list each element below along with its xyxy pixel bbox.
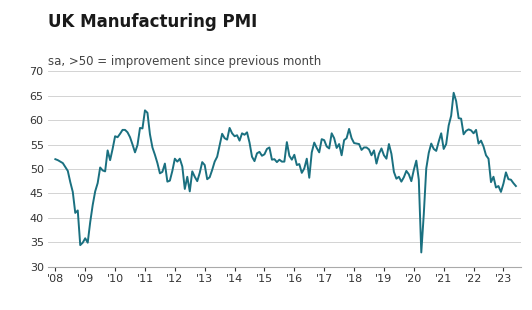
Text: sa, >50 = improvement since previous month: sa, >50 = improvement since previous mon…: [48, 55, 321, 68]
Text: UK Manufacturing PMI: UK Manufacturing PMI: [48, 13, 257, 31]
